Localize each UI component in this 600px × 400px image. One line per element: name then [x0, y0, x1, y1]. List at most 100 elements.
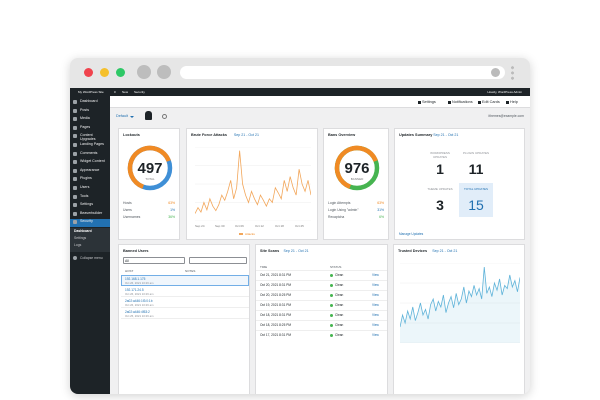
- row-divider: [256, 330, 387, 331]
- toolbar-button[interactable]: Notifications: [452, 100, 473, 104]
- sidebar-item[interactable]: Settings: [80, 202, 93, 207]
- search-input[interactable]: [189, 257, 247, 264]
- row[interactable]: [121, 308, 249, 319]
- sidebar-item[interactable]: Users: [80, 185, 90, 189]
- card-title: Banned Users: [123, 249, 149, 253]
- view-link[interactable]: View: [372, 313, 379, 317]
- close-dot[interactable]: [84, 68, 93, 77]
- forward-button[interactable]: [157, 65, 171, 79]
- host-link[interactable]: 192.171.24.5: [125, 287, 144, 292]
- sidebar-item[interactable]: Posts: [80, 107, 89, 112]
- view-link[interactable]: View: [372, 283, 379, 287]
- stat-label: Login Using "admin": [328, 208, 359, 212]
- date-range[interactable]: Sep 21 - Oct 21: [283, 249, 309, 253]
- maximize-dot[interactable]: [116, 68, 125, 77]
- admin-bar-link[interactable]: New: [122, 89, 129, 94]
- update-cell: TOTAL UPDATES 15: [459, 183, 493, 217]
- sidebar-item[interactable]: Widget Content: [80, 159, 105, 164]
- sidebar-item[interactable]: Security: [80, 219, 93, 224]
- view-link[interactable]: View: [372, 303, 379, 307]
- admin-bar: [70, 88, 530, 96]
- dashboard-select[interactable]: Default: [116, 114, 129, 118]
- host-link[interactable]: 2a02:a446:4f53:2: [125, 309, 150, 314]
- filter-select[interactable]: [123, 257, 185, 264]
- sidebar-item[interactable]: Dashboard: [80, 99, 98, 103]
- minimize-dot[interactable]: [100, 68, 109, 77]
- scan-time: Oct 20, 2021 8:31 PM: [260, 283, 292, 287]
- admin-bar-link[interactable]: Security: [134, 89, 145, 94]
- stat-value: 63%: [377, 201, 384, 205]
- admin-bar-user[interactable]: Howdy, WordPress Admin: [487, 89, 522, 94]
- row[interactable]: [121, 286, 249, 297]
- view-link[interactable]: View: [372, 293, 379, 297]
- address-bar[interactable]: [180, 66, 505, 79]
- card-title: Lockouts: [123, 133, 140, 137]
- browser-frame: My WordPress Site 0 New Security Howdy, Word…: [70, 58, 530, 394]
- row[interactable]: [121, 275, 249, 286]
- toolbar-icon: [478, 100, 481, 104]
- host-date: Oct 25, 2021 10:26 am: [125, 314, 154, 318]
- update-value: 3: [436, 197, 444, 213]
- date-range[interactable]: Sep 21 - Oct 21: [233, 133, 260, 137]
- scan-status: Clean: [335, 313, 344, 317]
- x-label: Oct 06: [235, 224, 244, 228]
- x-label: Oct 25: [295, 224, 304, 228]
- toolbar-icon: [418, 100, 421, 104]
- view-link[interactable]: View: [372, 333, 379, 337]
- toolbar-button[interactable]: Edit Cards: [482, 100, 500, 104]
- status-dot: [330, 313, 333, 317]
- brute-force-card: Brute Force Attacks Sep 21 - Oct 21 Sep 24…: [186, 128, 318, 240]
- sidebar-item[interactable]: Media: [80, 116, 90, 121]
- card-title: Site Scans: [260, 249, 280, 253]
- sidebar-item[interactable]: Content Upgrades: [80, 133, 96, 142]
- toolbar-button[interactable]: Help: [510, 100, 518, 104]
- gauge: [127, 145, 173, 191]
- scan-status: Clean: [335, 303, 344, 307]
- host-link[interactable]: 192.168.1.175: [125, 276, 146, 281]
- col-head: STATUS: [330, 265, 342, 269]
- submenu-item[interactable]: Settings: [74, 236, 87, 240]
- update-label: WORDPRESS UPDATES: [430, 151, 450, 159]
- view-link[interactable]: View: [372, 273, 379, 277]
- gauge-label: BANNED: [350, 177, 364, 181]
- sidebar-icon: [73, 160, 77, 165]
- date-range[interactable]: Sep 21 - Oct 21: [433, 133, 459, 137]
- collapse-icon[interactable]: [73, 256, 77, 260]
- row-divider: [256, 320, 387, 321]
- sidebar-submenu: [70, 227, 110, 252]
- update-value: 1: [436, 161, 444, 177]
- col-head: NOTES: [185, 269, 196, 273]
- sidebar-icon: [73, 186, 77, 190]
- view-link[interactable]: View: [372, 323, 379, 327]
- manage-link[interactable]: Manage Updates: [399, 232, 424, 236]
- select-caret: [130, 115, 134, 120]
- sidebar-icon: [73, 100, 77, 104]
- toolbar-button[interactable]: Settings: [422, 100, 436, 104]
- toolbar-icon: [506, 100, 509, 104]
- sidebar-item[interactable]: Tools: [80, 193, 89, 198]
- back-button[interactable]: [137, 65, 151, 79]
- sidebar-item[interactable]: Landing Pages: [80, 142, 104, 146]
- sidebar-item[interactable]: Beaverbuilder: [80, 210, 103, 215]
- sidebar-item[interactable]: Appearance: [80, 167, 100, 172]
- row[interactable]: [121, 297, 249, 308]
- gauge-arc: [127, 145, 173, 191]
- sidebar-item[interactable]: Plugins: [80, 176, 92, 181]
- submenu-item[interactable]: Logs: [74, 243, 82, 247]
- sidebar-icon: [73, 220, 77, 225]
- sidebar-active: [70, 218, 110, 227]
- submenu-item[interactable]: Dashboard: [74, 229, 92, 233]
- update-value: 15: [468, 197, 484, 213]
- menu-dots[interactable]: [511, 65, 514, 81]
- settings-gear[interactable]: [162, 114, 167, 119]
- host-link[interactable]: 2a02:a446:1f3:0:1b: [125, 298, 153, 303]
- sidebar-icon: [73, 168, 77, 173]
- legend-swatch: [239, 233, 243, 235]
- sidebar-item[interactable]: Pages: [80, 124, 91, 129]
- date-range[interactable]: Sep 21 - Oct 21: [432, 249, 458, 253]
- sidebar-item[interactable]: Comments: [80, 150, 98, 155]
- status-dot: [330, 283, 333, 287]
- admin-bar-link[interactable]: 0: [114, 89, 116, 94]
- collapse-menu[interactable]: Collapse menu: [80, 256, 103, 260]
- admin-bar-link[interactable]: My WordPress Site: [78, 89, 104, 94]
